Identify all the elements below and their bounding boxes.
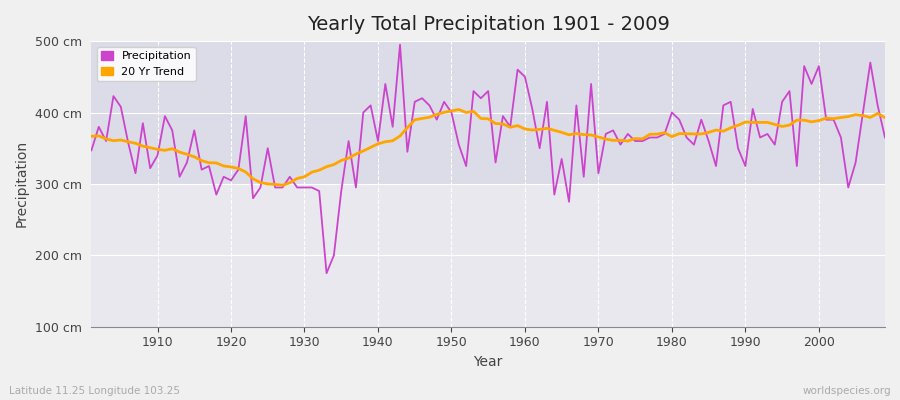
Bar <box>92 184 885 327</box>
Y-axis label: Precipitation: Precipitation <box>15 140 29 228</box>
Legend: Precipitation, 20 Yr Trend: Precipitation, 20 Yr Trend <box>97 47 195 81</box>
Text: worldspecies.org: worldspecies.org <box>803 386 891 396</box>
X-axis label: Year: Year <box>473 355 503 369</box>
Text: Latitude 11.25 Longitude 103.25: Latitude 11.25 Longitude 103.25 <box>9 386 180 396</box>
Title: Yearly Total Precipitation 1901 - 2009: Yearly Total Precipitation 1901 - 2009 <box>307 15 670 34</box>
